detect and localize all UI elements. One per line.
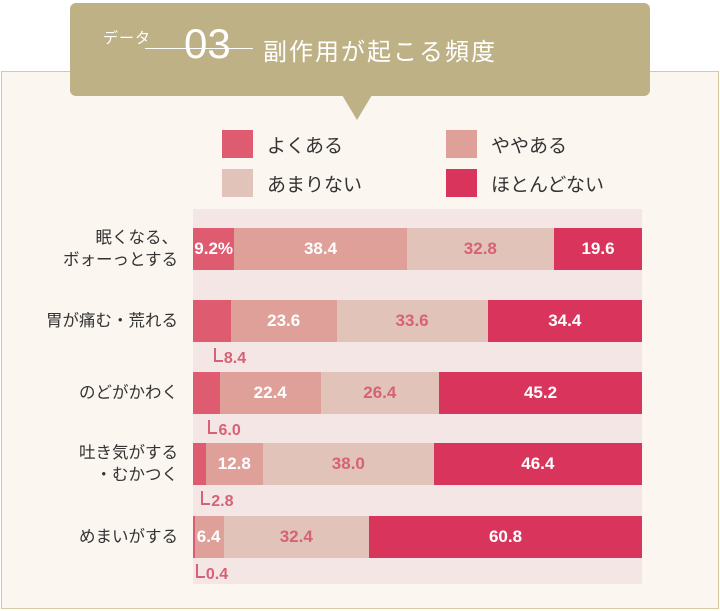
bar-segment-often: 9.2% xyxy=(193,228,235,270)
callout-data-label: 2.8 xyxy=(211,493,234,510)
data-number: 03 xyxy=(184,20,231,67)
data-label: 38.4 xyxy=(303,239,338,258)
bar-segment-sometimes: 22.4 xyxy=(219,372,321,414)
bar-segment-often xyxy=(193,372,220,414)
callout-line xyxy=(208,420,218,434)
bar-segment-sometimes: 23.6 xyxy=(230,300,337,342)
data-label: 60.8 xyxy=(488,527,523,546)
data-label: 46.4 xyxy=(521,454,555,473)
data-label: 34.4 xyxy=(548,311,582,330)
category-label: のどがかわく xyxy=(79,382,178,404)
category-label-line: 吐き気がする xyxy=(79,443,178,462)
bar-segment-rarely: 32.8 xyxy=(406,228,554,270)
bar-segment-often xyxy=(193,300,231,342)
data-label: 32.4 xyxy=(279,527,313,546)
bar-segment-never: 34.4 xyxy=(487,300,642,342)
legend-swatch xyxy=(222,130,253,158)
legend-swatch xyxy=(222,169,253,197)
bar-segment-sometimes: 12.8 xyxy=(205,443,264,485)
data-label: 45.2 xyxy=(523,383,558,402)
data-label: 22.4 xyxy=(253,383,287,402)
callout-line xyxy=(213,348,223,362)
bar-segment-rarely: 32.4 xyxy=(223,516,369,558)
bar-segment-never: 60.8 xyxy=(369,516,642,558)
bar-segment-rarely: 38.0 xyxy=(263,443,434,485)
callout-line xyxy=(195,564,205,578)
data-label: 12.8 xyxy=(217,454,251,473)
bar-segment-rarely: 26.4 xyxy=(320,372,440,414)
category-label-line: のどがかわく xyxy=(79,383,178,402)
category-label-line: めまいがする xyxy=(79,527,178,546)
legend-label: よくある xyxy=(267,134,344,157)
legend-label: あまりない xyxy=(267,173,363,196)
bar-segment-often xyxy=(193,516,195,558)
category-label: 胃が痛む・荒れる xyxy=(46,310,178,332)
bar-segment-sometimes: 6.4 xyxy=(194,516,224,558)
bar-segment-never: 46.4 xyxy=(433,443,642,485)
legend-label: ほとんどない xyxy=(491,173,605,196)
category-label-line: ・むかつく xyxy=(95,465,179,484)
chart-header xyxy=(70,3,650,96)
legend-item-rarely: あまりない xyxy=(222,169,362,197)
data-label: 26.4 xyxy=(363,383,397,402)
legend-swatch xyxy=(446,130,477,158)
header-pointer xyxy=(342,95,372,120)
bar-segment-never: 45.2 xyxy=(439,372,642,414)
bar-segment-never: 19.6 xyxy=(553,228,642,270)
data-label: 9.2% xyxy=(194,239,234,258)
badge-underline xyxy=(145,48,253,49)
callout-data-label: 8.4 xyxy=(223,350,247,367)
legend-item-never: ほとんどない xyxy=(446,169,604,197)
category-label: 吐き気がする・むかつく xyxy=(79,442,178,486)
category-label: めまいがする xyxy=(79,526,178,548)
legend-item-sometimes: ややある xyxy=(446,130,567,158)
legend-item-often: よくある xyxy=(222,130,343,158)
callout-data-label: 0.4 xyxy=(205,566,229,583)
category-label-line: 胃が痛む・荒れる xyxy=(46,311,178,330)
category-label: 眠くなる、ボォーっとする xyxy=(63,227,178,271)
bar-segment-rarely: 33.6 xyxy=(336,300,488,342)
category-label-line: 眠くなる、 xyxy=(95,228,179,247)
data-label: 6.4 xyxy=(196,527,221,546)
bar-segment-sometimes: 38.4 xyxy=(234,228,407,270)
data-label: 19.6 xyxy=(581,239,615,258)
category-label-line: ボォーっとする xyxy=(62,250,178,269)
bar-segment-often xyxy=(193,443,206,485)
data-badge: データ xyxy=(103,29,152,47)
legend-label: ややある xyxy=(491,134,568,157)
chart-title: 副作用が起こる頻度 xyxy=(263,38,497,66)
callout-data-label: 6.0 xyxy=(218,422,241,439)
data-label: 38.0 xyxy=(331,454,365,473)
data-label: 33.6 xyxy=(395,311,429,330)
callout-line xyxy=(201,491,211,505)
legend-swatch xyxy=(446,169,477,197)
data-label: 32.8 xyxy=(463,239,497,258)
data-label: 23.6 xyxy=(267,311,301,330)
